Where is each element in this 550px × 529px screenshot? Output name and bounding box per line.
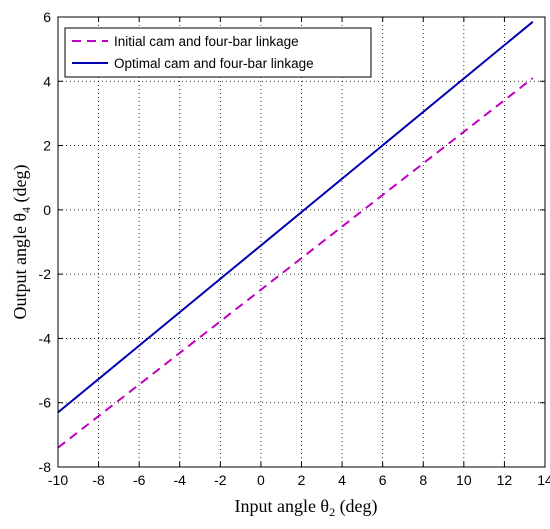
- x-tick-label: -4: [174, 472, 187, 488]
- legend-box: [64, 27, 372, 78]
- x-tick-label: 0: [257, 472, 265, 488]
- x-axis-title-unit: (deg): [335, 496, 377, 517]
- legend: Initial cam and four-bar linkage Optimal…: [64, 27, 372, 78]
- y-tick-label: 2: [43, 138, 51, 154]
- y-axis-title-subscript: 4: [19, 207, 33, 213]
- x-tick-label: 12: [497, 472, 513, 488]
- x-tick-label: 6: [379, 472, 387, 488]
- y-axis-title-main: Output angle θ: [10, 213, 30, 320]
- x-axis-title-main: Input angle θ: [234, 496, 329, 516]
- x-tick-label: 8: [419, 472, 427, 488]
- y-tick-label: 6: [43, 9, 51, 25]
- x-tick-label: 4: [338, 472, 346, 488]
- x-axis-title-subscript: 2: [329, 505, 335, 519]
- series-line-initial: [57, 77, 534, 449]
- y-axis-title: Output angle θ4 (deg): [10, 164, 33, 319]
- x-tick-label: -10: [48, 472, 68, 488]
- x-tick-label: -8: [92, 472, 105, 488]
- grid: [57, 16, 546, 468]
- x-tick-label: -2: [214, 472, 227, 488]
- y-tick-label: 4: [43, 73, 51, 89]
- legend-label-initial: Initial cam and four-bar linkage: [114, 34, 299, 49]
- series-lines: [57, 21, 534, 449]
- x-tick-label: 2: [298, 472, 306, 488]
- x-tick-label: 10: [456, 472, 472, 488]
- series-line-optimal: [57, 21, 534, 414]
- y-tick-label: -6: [39, 395, 52, 411]
- y-tick-label: -8: [39, 459, 52, 475]
- x-tick-label: -6: [133, 472, 146, 488]
- x-axis-title: Input angle θ2 (deg): [234, 496, 377, 519]
- y-tick-label: 0: [43, 202, 51, 218]
- legend-label-optimal: Optimal cam and four-bar linkage: [114, 56, 314, 71]
- y-tick-label: -2: [39, 266, 52, 282]
- x-tick-label: 14: [537, 472, 550, 488]
- y-axis-title-unit: (deg): [10, 164, 31, 206]
- y-tick-label: -4: [39, 330, 52, 346]
